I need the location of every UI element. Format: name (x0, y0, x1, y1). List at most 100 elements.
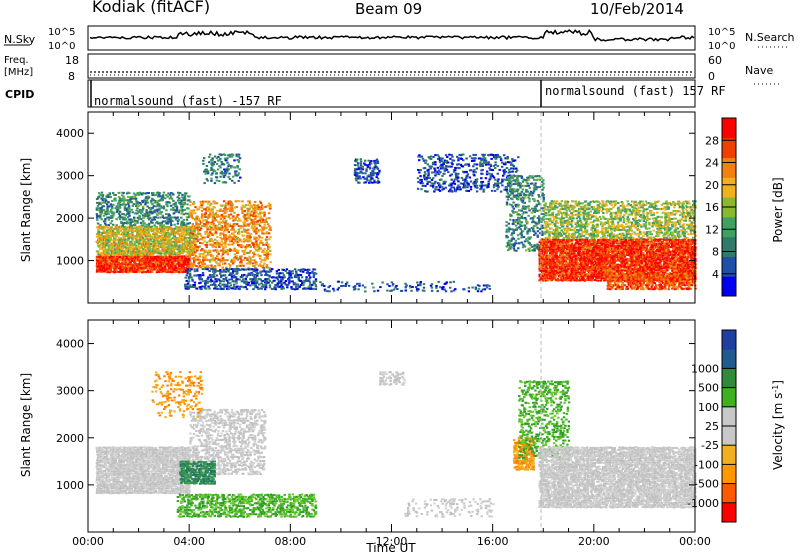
data-cell (233, 270, 237, 273)
data-cell (159, 263, 162, 266)
data-cell (324, 289, 328, 292)
data-cell (232, 219, 235, 222)
data-cell (212, 268, 215, 271)
data-cell (211, 217, 214, 220)
data-cell (429, 184, 433, 187)
data-cell (474, 182, 477, 185)
data-cell (170, 216, 174, 219)
data-cell (435, 286, 438, 289)
data-cell (165, 227, 168, 230)
data-cell (193, 238, 196, 241)
data-cell (264, 284, 268, 287)
data-cell (164, 241, 167, 244)
data-cell (240, 260, 243, 263)
data-cell (480, 165, 483, 167)
data-cell (169, 227, 172, 230)
data-cell (191, 278, 194, 281)
data-cell (193, 249, 196, 252)
data-cell (536, 236, 539, 238)
data-cell (113, 269, 116, 272)
data-cell (237, 159, 240, 162)
data-cell (172, 251, 175, 254)
data-cell (108, 256, 111, 258)
data-cell (177, 194, 181, 197)
data-cell (369, 179, 372, 182)
data-cell (373, 290, 376, 293)
data-cell (193, 284, 196, 286)
data-cell (150, 220, 153, 223)
data-cell (139, 237, 142, 240)
data-cell (549, 251, 553, 254)
data-cell (99, 193, 102, 196)
data-cell (376, 177, 380, 180)
data-cell (423, 171, 427, 173)
data-cell (223, 223, 227, 226)
data-cell (253, 280, 256, 283)
data-cell (182, 199, 185, 202)
data-cell (478, 284, 481, 287)
data-cell (194, 206, 197, 209)
data-cell (195, 225, 198, 228)
data-cell (289, 274, 292, 277)
data-cell (355, 179, 358, 182)
data-cell (117, 259, 121, 262)
data-cell (102, 205, 106, 208)
data-cell (265, 286, 268, 289)
data-cell (101, 241, 105, 243)
data-cell (528, 186, 532, 189)
data-cell (160, 238, 163, 241)
data-cell (290, 286, 293, 288)
data-cell (125, 226, 128, 229)
data-cell (125, 255, 128, 258)
data-cell (180, 263, 183, 266)
data-cell (139, 233, 142, 236)
data-cell (430, 289, 434, 292)
data-cell (132, 227, 135, 230)
data-cell (280, 284, 283, 287)
data-cell (202, 159, 205, 162)
data-cell (280, 288, 283, 290)
data-cell (252, 288, 255, 291)
data-cell (219, 232, 222, 235)
data-cell (102, 268, 106, 271)
data-cell (301, 282, 304, 285)
data-cell (168, 255, 171, 258)
data-cell (235, 282, 238, 285)
data-cell (225, 202, 228, 205)
data-cell (183, 203, 186, 206)
data-cell (149, 259, 152, 262)
data-cell (184, 287, 187, 290)
data-cell (170, 197, 174, 200)
data-cell (313, 272, 316, 274)
data-cell (230, 268, 234, 271)
data-cell (168, 267, 171, 270)
data-cell (513, 211, 517, 214)
data-cell (159, 216, 162, 219)
data-cell (147, 259, 151, 262)
data-cell (110, 215, 114, 217)
data-cell (220, 224, 223, 227)
data-cell (511, 188, 514, 191)
data-cell (454, 288, 457, 291)
data-cell (550, 250, 553, 253)
data-cell (212, 163, 215, 166)
data-cell (152, 253, 155, 256)
data-cell (209, 213, 212, 216)
data-cell (95, 265, 99, 268)
data-cell (436, 166, 439, 169)
data-cell (513, 159, 517, 162)
data-cell (481, 158, 484, 161)
data-cell (496, 165, 499, 168)
data-cell (121, 194, 124, 197)
data-cell (105, 238, 108, 241)
data-cell (218, 258, 221, 261)
data-cell (129, 251, 132, 254)
data-cell (223, 285, 226, 288)
data-cell (518, 226, 521, 229)
data-cell (480, 181, 483, 183)
data-cell (191, 242, 194, 245)
data-cell (265, 280, 268, 283)
data-cell (377, 171, 381, 174)
data-cell (198, 223, 201, 226)
data-cell (118, 214, 122, 217)
